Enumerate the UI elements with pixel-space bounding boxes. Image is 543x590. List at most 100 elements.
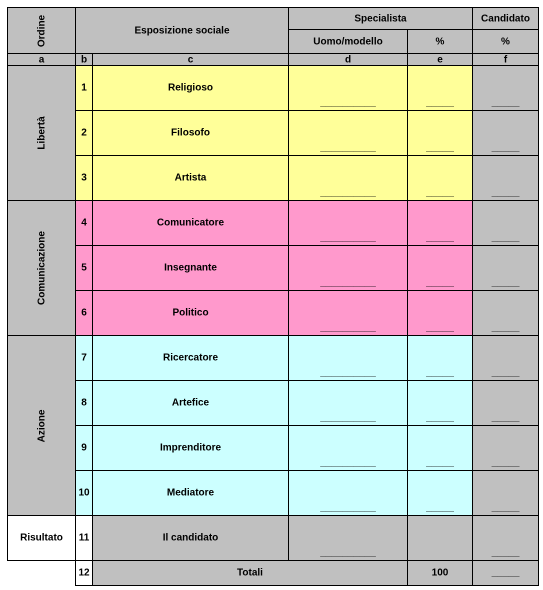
header-cell: %: [407, 29, 473, 54]
letter-text: c: [187, 54, 194, 65]
input-cell: _____: [407, 200, 473, 246]
input-cell: __________: [288, 200, 408, 246]
blank-line: __________: [320, 277, 376, 288]
input-cell: _____: [407, 65, 473, 111]
row-label: Insegnante: [92, 245, 289, 291]
blank-line: _____: [426, 97, 454, 108]
header-text: %: [435, 36, 445, 47]
row-label: Filosofo: [92, 110, 289, 156]
row-number-text: 7: [81, 352, 87, 364]
blank-line: _____: [426, 322, 454, 333]
row-label-text: Religioso: [167, 82, 213, 94]
total-value: 100: [407, 560, 473, 586]
letter-text: a: [38, 54, 45, 65]
total-text: Totali: [237, 567, 263, 579]
row-label: Artista: [92, 155, 289, 201]
input-cell: _____: [472, 335, 539, 381]
row-number-text: 10: [78, 487, 90, 499]
total-text: 100: [431, 567, 449, 579]
blank-line: _____: [491, 547, 520, 558]
input-cell: _____: [407, 425, 473, 471]
input-cell: _____: [407, 380, 473, 426]
blank-line: __________: [320, 187, 376, 198]
input-cell: __________: [288, 245, 408, 291]
row-number: 10: [75, 470, 93, 516]
row-label-text: Mediatore: [166, 487, 215, 499]
result-cell: Risultato: [7, 515, 76, 561]
row-number: 2: [75, 110, 93, 156]
input-cell: _____: [472, 245, 539, 291]
blank-line: __________: [320, 142, 376, 153]
row-number-text: 12: [78, 567, 90, 579]
input-cell: _____: [407, 110, 473, 156]
row-label-text: Insegnante: [164, 262, 217, 274]
blank-line: _____: [426, 367, 454, 378]
row-label-text: Ricercatore: [162, 352, 219, 364]
input-cell: _____: [472, 200, 539, 246]
group-label: Azione: [36, 409, 47, 442]
row-number: 9: [75, 425, 93, 471]
row-number-text: 4: [81, 217, 87, 229]
letter-text: d: [344, 54, 352, 65]
blank-line: _____: [491, 277, 520, 288]
blank-line: _____: [491, 457, 520, 468]
blank-line: _____: [491, 97, 520, 108]
blank-line: __________: [320, 502, 376, 513]
row-number: 4: [75, 200, 93, 246]
group-label: Comunicazione: [36, 231, 47, 305]
letter-text: e: [437, 54, 443, 65]
row-number: 11: [75, 515, 93, 561]
input-cell: _____: [407, 335, 473, 381]
group-label: Libertà: [36, 116, 47, 150]
row-label: Religioso: [92, 65, 289, 111]
row-number: 6: [75, 290, 93, 336]
result-label: Risultato: [20, 532, 63, 544]
input-cell: __________: [288, 470, 408, 516]
blank-line: __________: [320, 547, 376, 558]
input-cell: __________: [288, 155, 408, 201]
input-cell: _____: [472, 65, 539, 111]
group-cell: Comunicazione: [7, 200, 76, 336]
blank-line: _____: [491, 322, 520, 333]
blank-line: _____: [426, 187, 454, 198]
row-number: 3: [75, 155, 93, 201]
input-cell: _____: [472, 470, 539, 516]
row-label-text: Imprenditore: [159, 442, 222, 454]
header-cell: %: [472, 29, 539, 54]
row-label-text: Comunicatore: [156, 217, 225, 229]
empty-cell: [407, 515, 473, 561]
blank-line: _____: [491, 142, 520, 153]
blank-line: __________: [320, 97, 376, 108]
input-cell: _____: [407, 470, 473, 516]
input-cell: __________: [288, 65, 408, 111]
total-label: Totali: [92, 560, 408, 586]
input-cell: _____: [472, 155, 539, 201]
row-label-text: Il candidato: [162, 532, 219, 544]
row-label: Imprenditore: [92, 425, 289, 471]
input-cell: __________: [288, 110, 408, 156]
row-number: 1: [75, 65, 93, 111]
row-number: 8: [75, 380, 93, 426]
row-label-text: Artefice: [171, 397, 210, 409]
group-cell: Libertà: [7, 65, 76, 201]
row-label: Comunicatore: [92, 200, 289, 246]
input-cell: _____: [472, 380, 539, 426]
row-label-text: Politico: [172, 307, 209, 319]
header-text: Esposizione sociale: [134, 25, 230, 36]
blank-line: _____: [426, 277, 454, 288]
letter-text: f: [503, 54, 508, 65]
input-cell: _____: [472, 425, 539, 471]
blank-line: _____: [426, 502, 454, 513]
blank-line: __________: [320, 412, 376, 423]
row-number: 5: [75, 245, 93, 291]
blank-line: __________: [320, 367, 376, 378]
row-number-text: 8: [81, 397, 87, 409]
input-cell: _____: [472, 290, 539, 336]
header-cell: Candidato: [472, 7, 539, 30]
blank-line: _____: [491, 187, 520, 198]
row-label: Politico: [92, 290, 289, 336]
input-cell: _____: [407, 245, 473, 291]
blank-line: _____: [426, 232, 454, 243]
blank-line: _____: [491, 367, 520, 378]
row-label: Mediatore: [92, 470, 289, 516]
